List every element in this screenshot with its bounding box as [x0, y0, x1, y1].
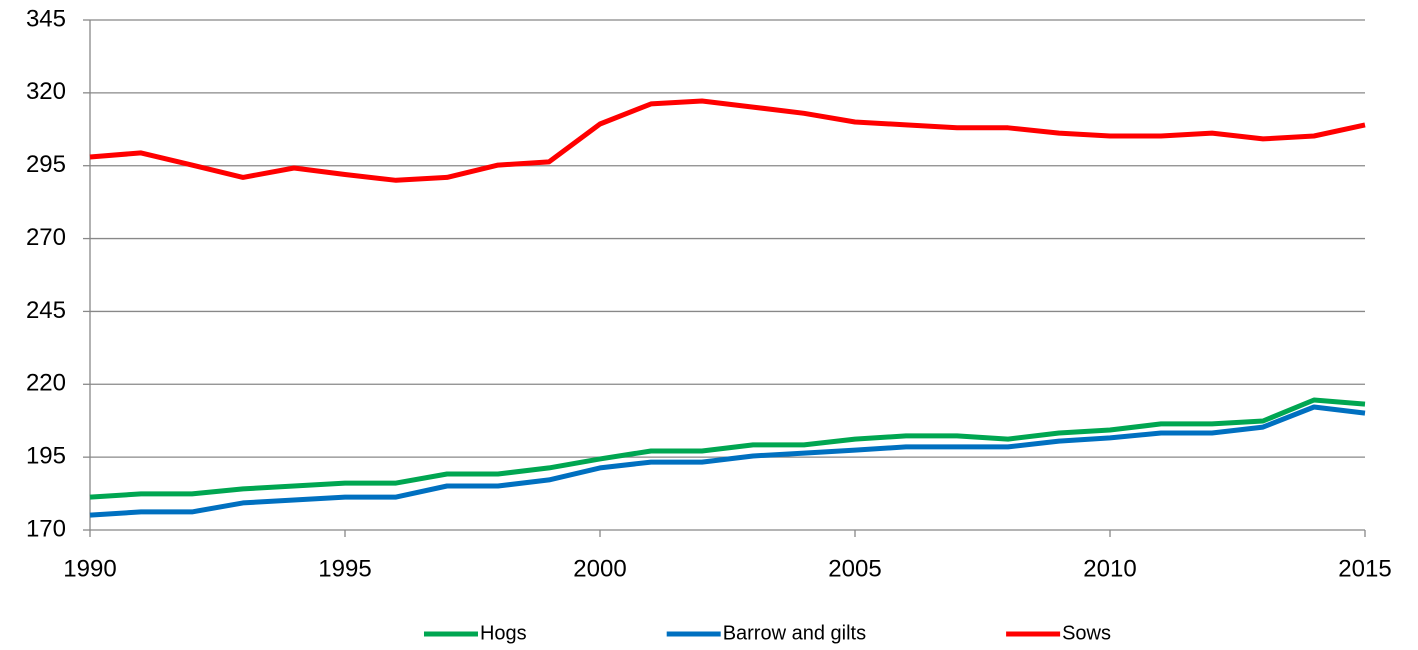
series-line — [89, 98, 1366, 183]
series-line — [89, 397, 1366, 500]
x-tick-label: 1990 — [63, 555, 116, 582]
x-tick-label: 2005 — [828, 555, 881, 582]
series-line — [89, 404, 1366, 518]
x-tick-label: 2000 — [573, 555, 626, 582]
x-tick-label: 2010 — [1083, 555, 1136, 582]
y-tick-label: 270 — [26, 224, 66, 251]
y-tick-label: 295 — [26, 151, 66, 178]
y-tick-label: 195 — [26, 442, 66, 469]
x-tick-label: 1995 — [318, 555, 371, 582]
y-tick-label: 320 — [26, 78, 66, 105]
y-tick-label: 220 — [26, 370, 66, 397]
legend-label: Barrow and gilts — [723, 622, 866, 644]
y-tick-label: 170 — [26, 515, 66, 542]
legend-label: Hogs — [480, 622, 527, 644]
y-tick-label: 345 — [26, 5, 66, 32]
y-tick-label: 245 — [26, 297, 66, 324]
legend-label: Sows — [1062, 622, 1111, 644]
x-tick-label: 2015 — [1338, 555, 1391, 582]
